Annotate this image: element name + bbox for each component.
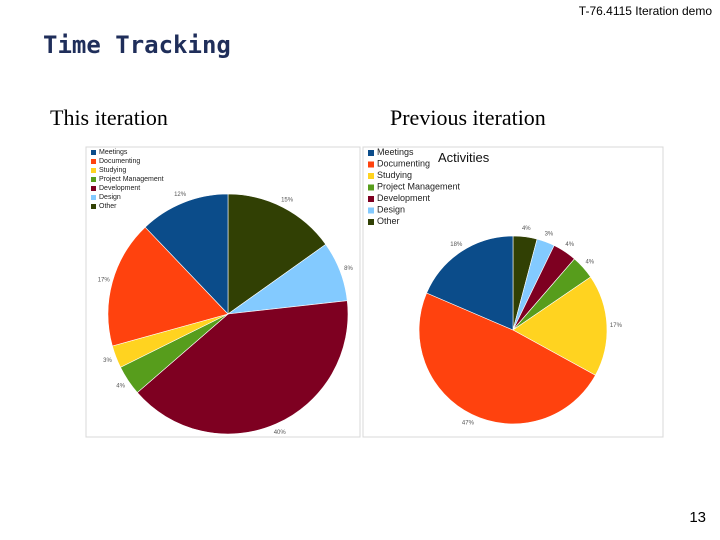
- legend-swatch-studying: [368, 173, 374, 179]
- pct-label-studying: 3%: [103, 358, 112, 364]
- legend-label-development: Development: [377, 193, 431, 203]
- legend-swatch-meetings: [368, 150, 374, 156]
- panel-label-this-iteration: This iteration: [50, 105, 168, 130]
- pie-slice-development: [136, 300, 349, 435]
- pct-label-studying: 17%: [610, 323, 623, 329]
- legend-label-design: Design: [99, 194, 121, 201]
- pct-label-documenting: 17%: [98, 278, 111, 284]
- pct-label-design: 3%: [545, 232, 554, 238]
- pct-label-development: 40%: [274, 430, 287, 436]
- pct-label-project-management: 4%: [585, 259, 594, 265]
- legend-label-project-management: Project Management: [377, 182, 461, 192]
- page-number: 13: [689, 509, 706, 526]
- legend-swatch-design: [368, 207, 374, 214]
- pct-label-development: 4%: [565, 242, 574, 248]
- pie-chart-this-iteration: Meetings Documenting Studying Project Manag…: [85, 146, 361, 438]
- legend-label-design: Design: [377, 205, 405, 215]
- legend-label-project-management: Project Management: [99, 176, 164, 183]
- legend-label-documenting: Documenting: [99, 158, 140, 165]
- pct-label-meetings: 12%: [174, 192, 187, 198]
- legend-swatch-meetings: [91, 150, 96, 155]
- legend-swatch-other: [91, 204, 96, 209]
- legend-label-documenting: Documenting: [377, 159, 430, 169]
- legend-swatch-documenting: [91, 159, 96, 164]
- pie-slice-studying: [512, 276, 608, 376]
- legend-label-other: Other: [99, 203, 117, 210]
- pct-label-meetings: 18%: [450, 242, 463, 248]
- panel-label-previous-iteration: Previous iteration: [390, 105, 546, 130]
- legend-swatch-project-management: [368, 184, 374, 191]
- legend-swatch-other: [368, 219, 374, 225]
- legend-label-development: Development: [99, 185, 140, 192]
- course-header: T-76.4115 Iteration demo: [578, 4, 712, 18]
- slide-title: Time Tracking: [43, 31, 231, 59]
- pct-label-documenting: 47%: [462, 421, 475, 427]
- legend-label-studying: Studying: [377, 170, 412, 180]
- pie-slice-meetings: [426, 235, 514, 331]
- legend-swatch-development: [91, 186, 96, 191]
- legend-label-other: Other: [377, 216, 400, 226]
- legend-label-meetings: Meetings: [99, 149, 128, 156]
- pie-slice-other: [227, 193, 327, 315]
- legend-swatch-project-management: [91, 177, 96, 182]
- legend-swatch-studying: [91, 168, 96, 173]
- pct-label-design: 8%: [344, 266, 353, 272]
- pie-slice-meetings: [144, 193, 229, 315]
- chart-frame: [85, 146, 361, 438]
- legend-swatch-design: [91, 195, 96, 200]
- legend-label-meetings: Meetings: [377, 147, 414, 157]
- pct-label-other: 4%: [522, 226, 531, 232]
- chart-title: Activities: [438, 150, 490, 165]
- pie-slice-documenting: [107, 226, 229, 347]
- legend-swatch-documenting: [368, 161, 374, 168]
- legend-swatch-development: [368, 196, 374, 202]
- pct-label-other: 15%: [281, 197, 294, 203]
- legend-label-studying: Studying: [99, 167, 126, 174]
- pie-slice-documenting: [418, 292, 596, 425]
- pct-label-project-management: 4%: [116, 384, 125, 390]
- chart-frame: [362, 146, 664, 438]
